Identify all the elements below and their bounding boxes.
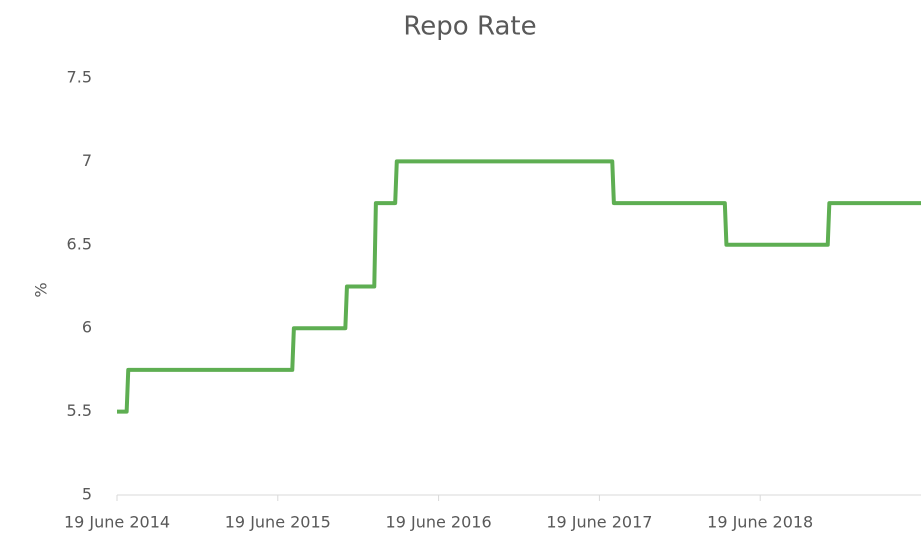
x-tick-label: 19 June 2016 (386, 513, 492, 532)
y-tick-label: 6.5 (67, 234, 92, 253)
x-tick-label: 19 June 2018 (707, 513, 813, 532)
x-tick-label: 19 June 2015 (225, 513, 331, 532)
line (117, 159, 921, 414)
y-axis-label: % (32, 282, 51, 297)
y-tick-label: 7.5 (67, 68, 92, 87)
y-tick-label: 6 (82, 318, 92, 337)
chart-title: Repo Rate (403, 12, 536, 42)
y-tick-label: 5 (82, 485, 92, 504)
x-tick-label: 19 June 2017 (546, 513, 652, 532)
y-tick-label: 7 (82, 151, 92, 170)
y-tick-label: 5.5 (67, 401, 92, 420)
x-tick-label: 19 June 2014 (64, 513, 170, 532)
